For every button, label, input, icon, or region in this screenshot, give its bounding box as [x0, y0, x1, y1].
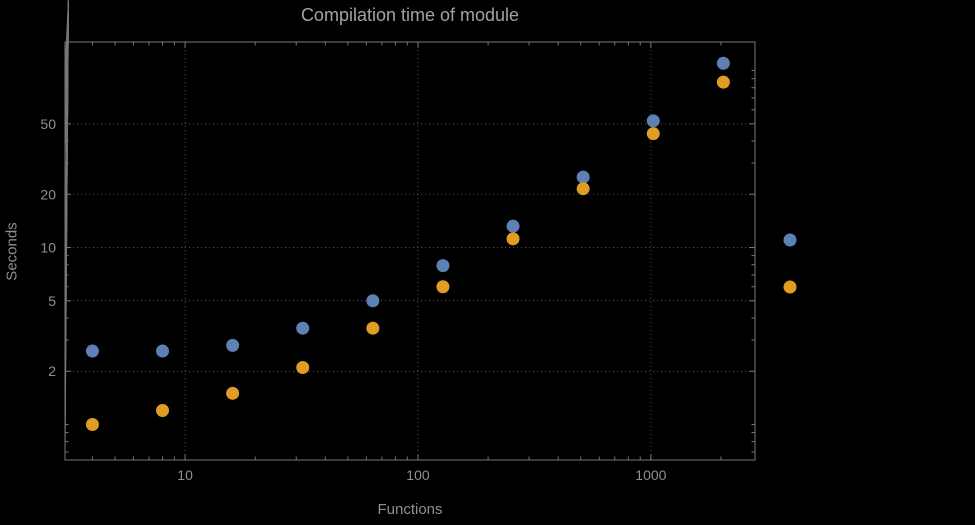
- y-tick-label: 20: [40, 186, 56, 202]
- legend-marker-series-1: [783, 233, 797, 247]
- data-point-series-2: [156, 403, 170, 417]
- data-point-series-1: [156, 344, 170, 358]
- y-tick-label: 10: [40, 240, 56, 256]
- data-point-series-2: [716, 75, 730, 89]
- data-point-series-2: [506, 232, 520, 246]
- x-tick-label: 100: [406, 467, 430, 483]
- data-point-series-1: [646, 114, 660, 128]
- data-point-series-1: [226, 338, 240, 352]
- data-point-series-1: [366, 294, 380, 308]
- data-point-series-1: [436, 259, 450, 273]
- data-point-series-1: [576, 170, 590, 184]
- data-point-series-2: [296, 360, 310, 374]
- data-point-series-1: [716, 56, 730, 70]
- data-point-series-1: [506, 219, 520, 233]
- y-tick-label: 5: [48, 293, 56, 309]
- data-point-series-2: [576, 182, 590, 196]
- data-point-series-2: [226, 386, 240, 400]
- x-tick-label: 10: [177, 467, 193, 483]
- plot-frame: [64, 41, 756, 461]
- y-tick-label: 50: [40, 116, 56, 132]
- data-point-series-2: [85, 417, 99, 431]
- data-point-series-2: [366, 321, 380, 335]
- legend-marker-series-2: [783, 280, 797, 294]
- data-point-series-1: [85, 344, 99, 358]
- data-point-series-2: [646, 127, 660, 141]
- chart-title: Compilation time of module: [300, 5, 520, 25]
- x-axis-label: Functions: [377, 501, 443, 518]
- y-tick-label: 2: [48, 363, 56, 379]
- x-tick-label: 1000: [635, 467, 666, 483]
- data-point-series-2: [436, 280, 450, 294]
- data-point-series-1: [296, 321, 310, 335]
